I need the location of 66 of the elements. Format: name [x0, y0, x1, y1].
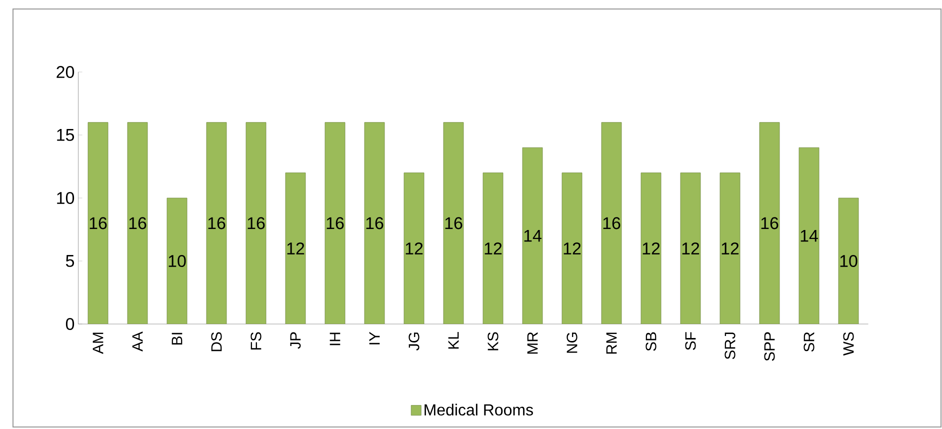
data-label: 14 [800, 230, 818, 242]
data-label: 16 [248, 217, 265, 230]
data-label: 16 [603, 217, 620, 230]
data-label: 16 [208, 217, 226, 230]
bar [640, 172, 662, 324]
bar [127, 122, 148, 324]
data-label: 12 [682, 242, 700, 254]
x-tick-label: SPP [764, 332, 775, 361]
bar [838, 198, 859, 324]
x-tick-label: IY [369, 332, 380, 344]
y-tick-label: 20 [56, 66, 74, 78]
x-tick-label: JG [408, 332, 420, 350]
bar [443, 122, 464, 324]
x-tick-label: BI [172, 332, 182, 344]
data-label: 16 [90, 217, 107, 230]
bar [206, 122, 227, 324]
x-tick-label: DS [211, 332, 222, 352]
data-label: 16 [326, 217, 344, 230]
bar [364, 122, 385, 324]
y-tick-label: 0 [66, 318, 74, 330]
data-label: 14 [524, 230, 542, 242]
bar [166, 198, 188, 324]
x-tick-label: RM [606, 332, 617, 354]
bar [404, 172, 424, 324]
data-label: 16 [761, 217, 778, 230]
y-tick-label: 15 [57, 129, 74, 141]
x-tick-label: SB [646, 332, 656, 351]
x-tick-label: AA [132, 332, 143, 352]
x-tick-label: AM [92, 332, 104, 354]
bar [285, 172, 306, 324]
x-tick-label: KL [448, 332, 459, 349]
bar [720, 172, 740, 324]
y-tick-label: 5 [66, 255, 74, 267]
bar [759, 122, 780, 324]
bar [562, 172, 582, 324]
x-tick-label: KS [488, 332, 498, 350]
x-tick-label: SR [804, 332, 814, 352]
legend-label: Medical Rooms [424, 404, 533, 416]
data-label: 16 [366, 217, 384, 230]
bar [324, 122, 346, 324]
bar [246, 122, 266, 324]
data-label: 12 [287, 242, 304, 254]
x-tick-label: SRJ [724, 332, 736, 360]
x-tick-label: MR [527, 332, 538, 354]
bar [482, 172, 504, 324]
bar [88, 122, 108, 324]
data-label: 16 [129, 217, 146, 230]
x-tick-label: FS [250, 332, 262, 350]
y-tick-label: 10 [57, 192, 74, 204]
x-tick-label: JP [290, 332, 301, 349]
bar [680, 172, 701, 324]
bar [798, 147, 820, 324]
data-label: 12 [722, 242, 739, 254]
data-label: 12 [642, 242, 660, 254]
data-label: 12 [484, 242, 502, 254]
data-label: 12 [406, 242, 423, 254]
bar [601, 122, 622, 324]
x-tick-label: WS [843, 332, 854, 356]
bar [522, 147, 543, 324]
x-tick-label: SF [685, 332, 696, 350]
data-label: 16 [445, 217, 462, 230]
data-label: 10 [840, 254, 858, 268]
x-tick-label: NG [566, 332, 578, 353]
x-tick-label: IH [330, 332, 340, 346]
data-label: 10 [168, 254, 186, 268]
data-label: 12 [564, 242, 581, 254]
